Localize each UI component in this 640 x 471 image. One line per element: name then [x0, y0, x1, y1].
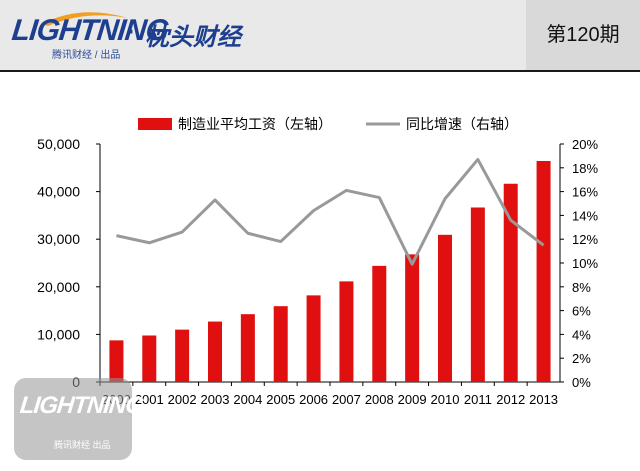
- y-left-tick-label: 40,000: [37, 184, 80, 200]
- bar: [109, 340, 124, 382]
- bar: [372, 265, 387, 382]
- bar: [536, 160, 551, 382]
- x-tick-label: 2005: [266, 392, 295, 407]
- y-right-tick-label: 8%: [572, 280, 591, 295]
- y-right-tick-label: 14%: [572, 208, 598, 223]
- y-right-tick-label: 16%: [572, 185, 598, 200]
- logo-separator: ·: [127, 16, 136, 46]
- x-tick-label: 2007: [332, 392, 361, 407]
- bar: [142, 335, 157, 382]
- bar: [405, 254, 420, 382]
- y-left-tick-label: 20,000: [37, 279, 80, 295]
- x-tick-label: 2011: [464, 392, 492, 407]
- x-tick-label: 2006: [299, 392, 328, 407]
- bar: [503, 183, 518, 382]
- x-tick-label: 2002: [168, 392, 197, 407]
- y-right-tick-label: 20%: [572, 137, 598, 152]
- bar: [438, 234, 452, 382]
- watermark-wordmark: LIGHTNING: [18, 392, 145, 419]
- y-left-tick-label: 30,000: [37, 231, 80, 247]
- bar: [273, 306, 288, 382]
- y-right-tick-label: 10%: [572, 256, 598, 271]
- bar: [175, 329, 190, 382]
- y-right-tick-label: 2%: [572, 351, 591, 366]
- x-tick-label: 2001: [135, 392, 164, 407]
- y-right-tick-label: 12%: [572, 232, 598, 247]
- legend-line-label: 同比增速（右轴）: [406, 116, 518, 132]
- watermark-subtitle: 腾讯财经 出品: [54, 440, 111, 450]
- logo-subtitle: 腾讯财经 / 出品: [52, 50, 121, 61]
- header-divider: [0, 70, 640, 72]
- wage-chart: 010,00020,00030,00040,00050,0000%2%4%6%8…: [37, 116, 598, 407]
- bar: [240, 314, 255, 382]
- x-tick-label: 2003: [201, 392, 230, 407]
- logo-chinese-title: 枕头财经: [145, 24, 241, 51]
- y-left-tick-label: 50,000: [37, 136, 80, 152]
- y-right-tick-label: 4%: [572, 327, 591, 342]
- watermark-badge: [14, 378, 132, 460]
- legend-bar-label: 制造业平均工资（左轴）: [178, 116, 332, 132]
- issue-box: 第120期: [526, 0, 640, 70]
- bar: [339, 281, 354, 382]
- bar: [306, 295, 321, 382]
- x-tick-label: 2010: [431, 392, 460, 407]
- y-right-tick-label: 6%: [572, 304, 591, 319]
- y-right-tick-label: 18%: [572, 161, 598, 176]
- x-tick-label: 2008: [365, 392, 394, 407]
- x-tick-label: 2013: [529, 392, 558, 407]
- y-left-tick-label: 10,000: [37, 326, 80, 342]
- legend-bar-swatch: [138, 118, 172, 130]
- x-tick-label: 2004: [233, 392, 262, 407]
- y-right-tick-label: 0%: [572, 375, 591, 390]
- growth-line: [116, 157, 545, 266]
- x-tick-label: 2009: [398, 392, 427, 407]
- bar: [208, 321, 222, 382]
- x-tick-label: 2012: [496, 392, 525, 407]
- lightning-swoosh-icon: [42, 12, 128, 26]
- issue-number: 第120期: [546, 24, 620, 46]
- bar: [470, 207, 485, 382]
